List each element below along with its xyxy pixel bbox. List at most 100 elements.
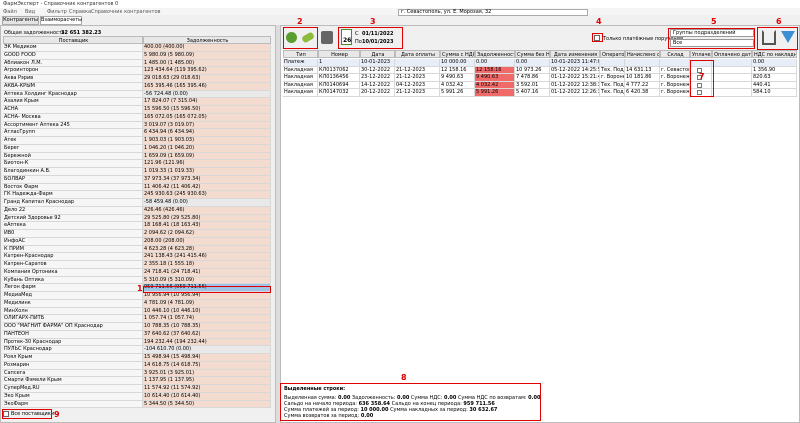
debt-cell[interactable]: 1 485.00 (1 485.00) <box>143 59 271 68</box>
tab[interactable]: Взаиморасчеты <box>40 16 83 25</box>
column-header[interactable]: Задолженность <box>143 36 271 44</box>
table-cell[interactable]: 12 158.16 <box>440 66 475 74</box>
table-cell[interactable]: 0.00 <box>752 59 797 67</box>
supplier-cell[interactable]: Берег <box>3 144 143 153</box>
debt-cell[interactable]: 14 618.75 (14 618.75) <box>143 361 271 370</box>
debt-cell[interactable]: 426.46 (426.46) <box>143 206 271 215</box>
supplier-cell[interactable]: ОЛИГАРХ-ПИТБ <box>3 315 143 323</box>
table-cell[interactable]: КЛ0136456 <box>318 74 360 82</box>
table-cell[interactable]: 12 158.16 <box>475 66 515 74</box>
supplier-cell[interactable]: Роял Крым <box>3 354 143 362</box>
debt-cell[interactable]: 11 574.92 (11 574.92) <box>143 385 271 393</box>
debt-cell[interactable]: 10 956.94 (10 956.94) <box>143 292 271 300</box>
print-button[interactable] <box>321 31 333 44</box>
table-cell[interactable]: 9 490.63 <box>440 74 475 82</box>
debt-cell[interactable]: 3 925.01 (3 925.01) <box>143 369 271 378</box>
supplier-cell[interactable]: Азалия Крым <box>3 98 143 106</box>
table-cell[interactable]: 10-01-2023 11:47:01 <box>550 59 600 67</box>
supplier-cell[interactable]: Компания Ортоника <box>3 268 143 277</box>
table-cell[interactable] <box>600 59 625 67</box>
table-cell[interactable] <box>712 66 752 74</box>
supplier-cell[interactable]: Атек <box>3 137 143 145</box>
tab[interactable]: Контрагенты <box>2 16 39 25</box>
supplier-cell[interactable]: МедиаМед <box>3 292 143 300</box>
table-cell[interactable] <box>712 81 752 89</box>
column-header[interactable]: Начислено сум <box>625 50 660 58</box>
debt-cell[interactable]: 37 973.34 (37 973.34) <box>143 175 271 184</box>
debt-cell[interactable]: 29 018.63 (29 018.63) <box>143 75 271 83</box>
table-cell[interactable]: 21-12-2023 <box>395 89 440 97</box>
supplier-cell[interactable]: Розмарин <box>3 361 143 370</box>
paid-checkbox[interactable] <box>697 90 702 95</box>
paid-checkbox[interactable] <box>697 75 702 80</box>
column-header[interactable]: Номер <box>318 50 360 58</box>
table-cell[interactable]: 14 631.13 <box>625 66 660 74</box>
supplier-cell[interactable]: Легон фарм <box>3 284 143 292</box>
supplier-cell[interactable]: Благодинкин А.В. <box>3 168 143 176</box>
supplier-cell[interactable]: ИВ0 <box>3 230 143 238</box>
supplier-cell[interactable]: Гранд Капитал Краснодар <box>3 199 143 207</box>
column-header[interactable]: Задолженность <box>475 50 515 58</box>
table-cell[interactable]: г. Воронеж <box>600 74 625 82</box>
debt-cell[interactable]: 194 232.44 (194 232.44) <box>143 338 271 347</box>
table-cell[interactable]: 0.00 <box>515 59 550 67</box>
debt-cell[interactable]: -104 610.70 (0.00) <box>143 346 271 354</box>
table-cell[interactable]: Тех. Подд... <box>600 66 625 74</box>
table-cell[interactable]: 05-12-2022 14:25:53 <box>550 66 600 74</box>
debt-cell[interactable]: -58 459.48 (0.00) <box>143 199 271 207</box>
supplier-cell[interactable]: Смарти Фэмели Крым <box>3 377 143 385</box>
supplier-cell[interactable]: Ассортимент Аптека 245 <box>3 121 143 130</box>
table-cell[interactable]: КЛ0137062 <box>318 66 360 74</box>
column-header[interactable]: Дата изменения <box>550 50 600 58</box>
menu-item[interactable]: Справка <box>69 9 92 15</box>
table-cell[interactable]: Накладная <box>283 66 318 74</box>
table-cell[interactable]: г. Воронеж... <box>660 81 690 89</box>
debt-cell[interactable]: 400.00 (400.00) <box>143 44 271 52</box>
supplier-cell[interactable]: СуперМед.RU <box>3 385 143 393</box>
debt-cell[interactable]: 15 498.94 (15 498.94) <box>143 354 271 362</box>
supplier-cell[interactable]: eАптека <box>3 222 143 230</box>
table-cell[interactable]: 23-12-2022 <box>360 74 395 82</box>
column-header[interactable]: НДС по накладной <box>752 50 797 58</box>
debt-cell[interactable]: 1 057.74 (1 057.74) <box>143 315 271 323</box>
table-cell[interactable] <box>712 74 752 82</box>
table-cell[interactable]: КЛ0140694 <box>318 81 360 89</box>
table-cell[interactable]: 10 000.00 <box>440 59 475 67</box>
debt-cell[interactable]: 6 434.94 (6 434.94) <box>143 129 271 137</box>
debt-cell[interactable]: 4 623.28 (4 623.28) <box>143 245 271 254</box>
supplier-cell[interactable]: БОЛВАР <box>3 175 143 184</box>
column-header[interactable]: Уплачен <box>690 50 712 58</box>
debt-cell[interactable]: 121.96 (121.96) <box>143 160 271 168</box>
column-header[interactable]: Оплачено дат <box>712 50 752 58</box>
supplier-cell[interactable]: Агроинторон <box>3 67 143 75</box>
table-cell[interactable]: 5 407.16 <box>515 89 550 97</box>
table-cell[interactable]: 10 181.86 <box>625 74 660 82</box>
table-cell[interactable]: г. Воронеж... <box>660 89 690 97</box>
table-cell[interactable]: 1 356.90 <box>752 66 797 74</box>
debt-cell[interactable]: 165 072.05 (165 072.05) <box>143 113 271 122</box>
supplier-cell[interactable]: Биотон-К <box>3 160 143 168</box>
table-cell[interactable]: Накладная <box>283 81 318 89</box>
filter-button[interactable] <box>781 31 795 43</box>
table-cell[interactable]: 21-12-2023 <box>395 66 440 74</box>
debt-cell[interactable]: 123 434.64 (119 395.62) <box>143 67 271 75</box>
menu-item[interactable]: Файл <box>3 9 17 15</box>
table-cell[interactable]: 820.63 <box>752 74 797 82</box>
supplier-cell[interactable]: Аблиакон Л.М. <box>3 59 143 68</box>
table-cell[interactable]: 14-12-2022 <box>360 81 395 89</box>
table-cell[interactable]: 01-12-2022 15:21:40 <box>550 74 600 82</box>
supplier-cell[interactable]: Протек-30 Краснодар <box>3 338 143 347</box>
debt-cell[interactable]: 1 903.03 (1 903.03) <box>143 137 271 145</box>
table-cell[interactable] <box>690 74 712 82</box>
table-cell[interactable]: 4 032.42 <box>440 81 475 89</box>
column-header[interactable]: Дата <box>360 50 395 58</box>
supplier-cell[interactable]: ООО "МАГНИТ ФАРМА" ОП Краснодар <box>3 323 143 331</box>
debt-cell[interactable]: 241 138.43 (241 415.46) <box>143 253 271 261</box>
menu-item[interactable]: Справочник контрагентов <box>91 9 161 15</box>
table-cell[interactable]: 6 420.38 <box>625 89 660 97</box>
paid-checkbox[interactable] <box>697 82 702 88</box>
supplier-cell[interactable]: АтласГрупп <box>3 129 143 137</box>
table-cell[interactable]: 5 991.26 <box>440 89 475 97</box>
table-cell[interactable] <box>660 59 690 67</box>
debt-cell[interactable]: 37 640.62 (37 640.62) <box>143 330 271 339</box>
